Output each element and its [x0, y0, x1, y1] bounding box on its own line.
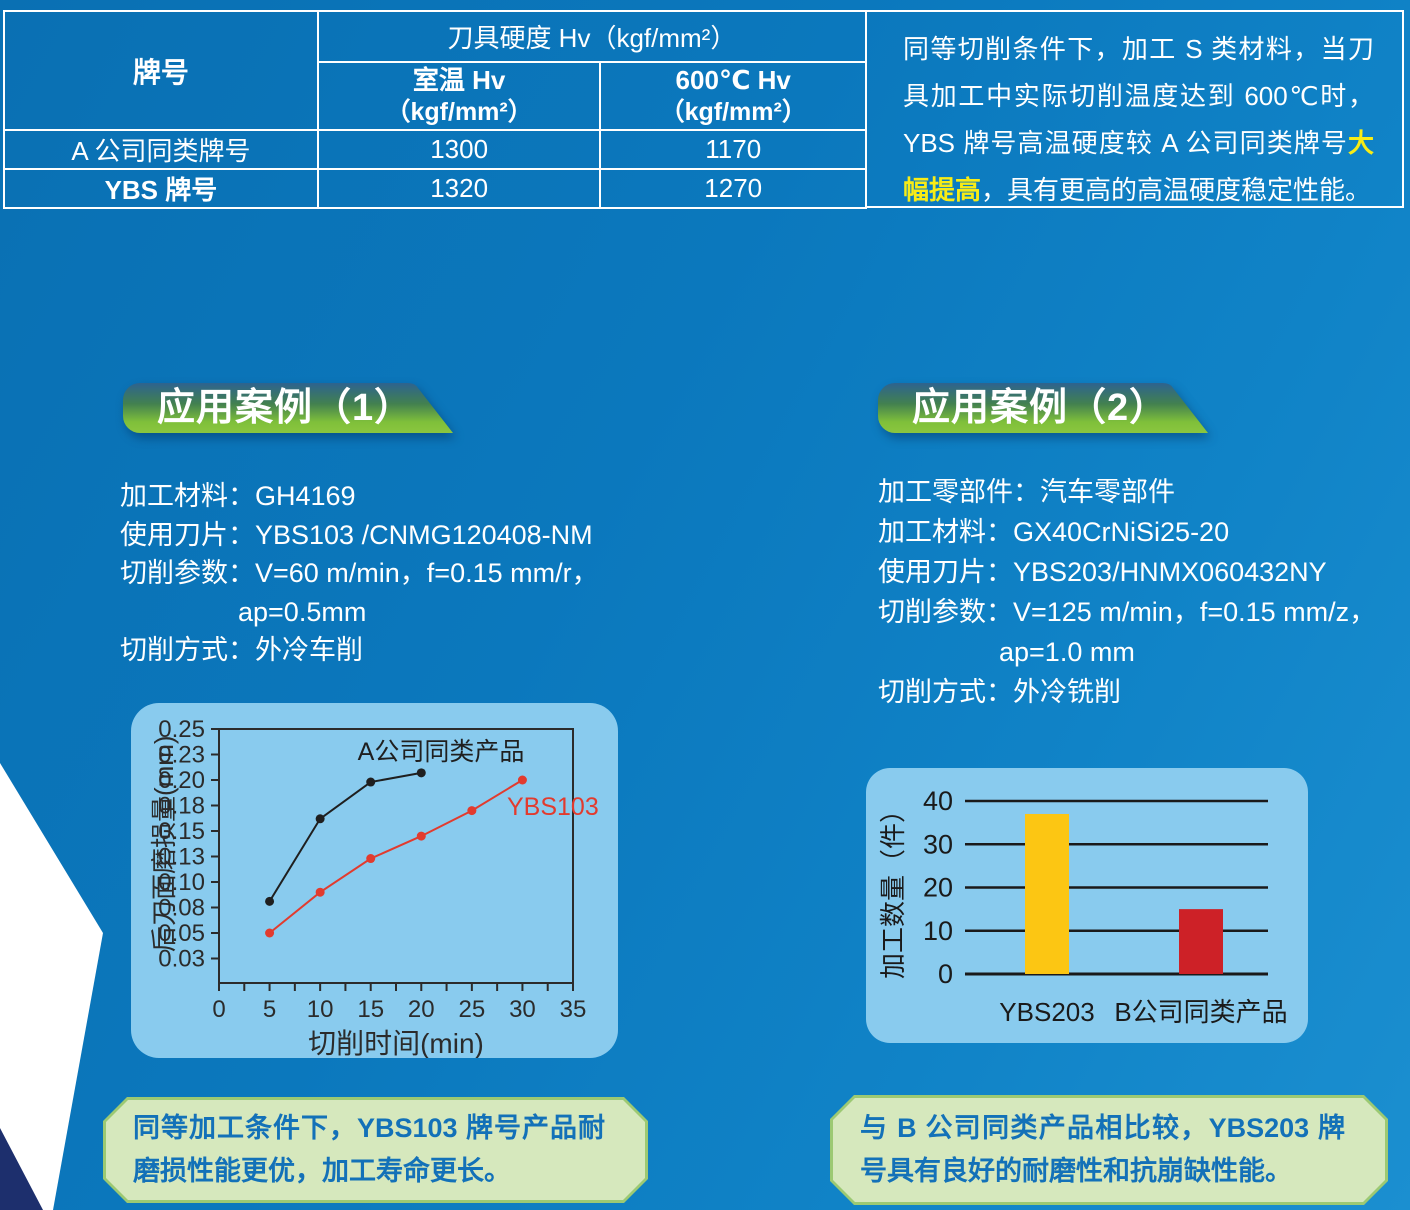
room-temp-unit: （kgf/mm²） — [385, 97, 533, 126]
param-line: 切削参数：V=125 m/min，f=0.15 mm/z， — [878, 597, 1377, 627]
series-point — [265, 896, 275, 906]
param-line: 使用刀片：YBS203/HNMX060432NY — [878, 557, 1327, 587]
note-post: ，具有更高的高温硬度稳定性能。 — [981, 175, 1372, 205]
y-tick-label: 0.18 — [158, 793, 205, 820]
hardness-table: 牌号 刀具硬度 Hv（kgf/mm²） 室温 Hv （kgf/mm²） 600℃… — [3, 10, 868, 209]
series-line-0 — [268, 771, 422, 902]
x-tick-label: 20 — [408, 996, 435, 1023]
param-line: 使用刀片：YBS103 /CNMG120408-NM — [120, 519, 593, 550]
y-tick-label: 30 — [923, 829, 953, 859]
case1-badge: 应用案例（1） — [123, 383, 453, 433]
series-point — [517, 775, 527, 785]
x-tick-label: 35 — [560, 996, 587, 1023]
series-point — [416, 831, 426, 841]
y-tick-label: 0.05 — [158, 920, 205, 947]
table-row: YBS 牌号 1320 1270 — [3, 168, 867, 209]
series-point — [315, 814, 325, 824]
series-label-1: YBS103 — [507, 793, 599, 821]
note-highlight: 大幅提高 — [903, 128, 1374, 205]
param-line: 加工零部件：汽车零部件 — [878, 477, 1175, 507]
case1-conclusion-box: 同等加工条件下，YBS103 牌号产品耐磨损性能更优，加工寿命更长。 — [103, 1097, 648, 1203]
room-temp-title: 室温 Hv — [412, 65, 506, 96]
param-line: 加工材料：GH4169 — [120, 481, 356, 511]
high-temp-title: 600℃ Hv — [675, 65, 791, 96]
x-tick-label: 5 — [263, 996, 276, 1023]
note-pre: 同等切削条件下，加工 S 类材料，当刀具加工中实际切削温度达到 600℃时，YB… — [903, 34, 1374, 158]
series-point — [416, 768, 426, 778]
table-header-brand: 牌号 — [3, 10, 319, 131]
series-point — [366, 777, 376, 787]
y-tick-label: 0 — [938, 959, 953, 989]
param-line: 切削方式：外冷车削 — [120, 635, 363, 665]
x-tick-label: 25 — [459, 996, 486, 1023]
series-label-0: A公司同类产品 — [358, 738, 525, 766]
brand-a-cell: A 公司同类牌号 — [3, 129, 319, 170]
case2-badge: 应用案例（2） — [878, 383, 1208, 433]
param-line: 切削参数：V=60 m/min，f=0.15 mm/r， — [120, 558, 599, 588]
y-tick-label: 0.08 — [158, 895, 205, 922]
y-tick-label: 0.20 — [158, 767, 205, 794]
category-label: B公司同类产品 — [1114, 997, 1287, 1027]
y-tick-label: 0.10 — [158, 869, 205, 896]
category-label: YBS203 — [999, 997, 1094, 1027]
wear-line-chart-panel: 0.25 0.23 0.20 0.18 0.15 0.13 0.10 0.08 0.05 0.03… — [131, 703, 618, 1059]
case1-conclusion-text: 同等加工条件下，YBS103 牌号产品耐磨损性能更优，加工寿命更长。 — [106, 1100, 645, 1200]
y-tick-label: 10 — [923, 916, 953, 946]
table-row: A 公司同类牌号 1300 1170 — [3, 129, 867, 170]
y-tick-label: 0.15 — [158, 818, 205, 845]
case2-conclusion-text: 与 B 公司同类产品相比较，YBS203 牌号具有良好的耐磨性和抗崩缺性能。 — [833, 1098, 1385, 1202]
quantity-bar-chart: 0 10 20 30 40 YBS203 B公司同类产品 加工数量（件） — [878, 786, 1288, 1027]
param-line: ap=0.5mm — [238, 596, 367, 627]
table-header-high-temp: 600℃ Hv （kgf/mm²） — [599, 61, 867, 131]
case1-title: 应用案例（1） — [123, 383, 453, 433]
hardness-note-text: 同等切削条件下，加工 S 类材料，当刀具加工中实际切削温度达到 600℃时，YB… — [867, 10, 1404, 208]
brand-a-high-hv: 1170 — [599, 129, 867, 170]
case2-title: 应用案例（2） — [878, 383, 1208, 433]
param-line: ap=1.0 mm — [999, 637, 1135, 667]
case2-conclusion-box: 与 B 公司同类产品相比较，YBS203 牌号具有良好的耐磨性和抗崩缺性能。 — [830, 1095, 1388, 1205]
series-line-1 — [268, 779, 523, 934]
high-temp-unit: （kgf/mm²） — [659, 97, 807, 126]
brand-ybs-room-hv: 1320 — [316, 168, 602, 209]
bar-0 — [1025, 813, 1069, 974]
y-tick-label: 0.23 — [158, 742, 205, 769]
x-tick-label: 10 — [307, 996, 334, 1023]
wear-line-chart: 0.250.230.200.180.150.130.100.080.050.03… — [149, 716, 599, 1059]
brand-ybs-cell: YBS 牌号 — [3, 168, 319, 209]
table-header-room-temp: 室温 Hv （kgf/mm²） — [316, 61, 602, 131]
y-tick-label: 0.13 — [158, 844, 205, 871]
bar-1 — [1179, 909, 1223, 974]
brand-ybs-high-hv: 1270 — [599, 168, 867, 209]
x-tick-label: 0 — [212, 996, 225, 1023]
y-tick-label: 40 — [923, 786, 953, 816]
case1-parameters: 加工材料：GH4169 使用刀片：YBS103 /CNMG120408-NM 切… — [120, 477, 599, 670]
y-axis-title: 后刀面磨损量(mm) — [149, 735, 179, 952]
x-tick-label: 15 — [357, 996, 384, 1023]
param-line: 加工材料：GX40CrNiSi25-20 — [878, 517, 1230, 547]
plot-frame — [218, 728, 574, 984]
x-axis-title: 切削时间(min) — [308, 1028, 484, 1058]
y-axis-title: 加工数量（件） — [878, 797, 908, 979]
brand-a-room-hv: 1300 — [316, 129, 602, 170]
x-tick-label: 30 — [509, 996, 536, 1023]
y-tick-label: 0.25 — [158, 716, 205, 743]
table-header-hardness: 刀具硬度 Hv（kgf/mm²） — [316, 10, 868, 63]
series-point — [366, 854, 376, 864]
series-point — [265, 928, 275, 938]
y-tick-label: 0.03 — [158, 946, 205, 973]
quantity-bar-chart-panel: 0 10 20 30 40 YBS203 B公司同类产品 加工数量（件） — [866, 768, 1308, 1043]
y-tick-label: 20 — [923, 873, 953, 903]
case2-parameters: 加工零部件：汽车零部件 加工材料：GX40CrNiSi25-20 使用刀片：YB… — [878, 472, 1376, 712]
hardness-comparison-band: 牌号 刀具硬度 Hv（kgf/mm²） 室温 Hv （kgf/mm²） 600℃… — [3, 10, 1404, 209]
series-point — [467, 806, 477, 816]
series-point — [315, 887, 325, 897]
param-line: 切削方式：外冷铣削 — [878, 677, 1121, 707]
